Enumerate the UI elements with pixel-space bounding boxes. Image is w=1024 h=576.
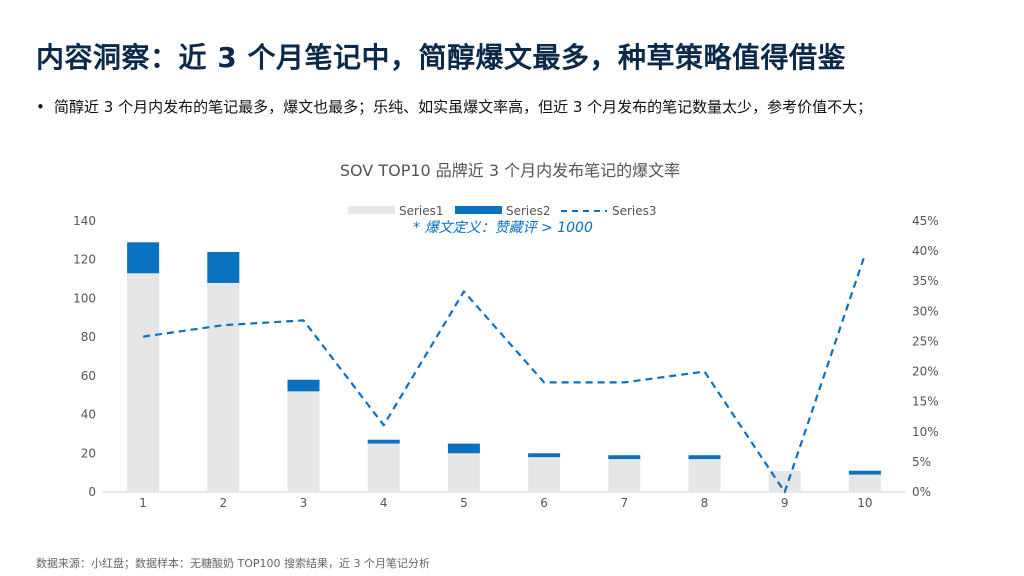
bar-series2 <box>127 242 160 274</box>
line-series3 <box>142 254 866 494</box>
data-source-footnote: 数据来源：小红盘；数据样本：无糖酸奶 TOP100 搜索结果，近 3 个月笔记分… <box>36 557 430 570</box>
bar-series1 <box>608 459 641 492</box>
x-tick-label: 1 <box>139 496 147 510</box>
y-left-tick-label: 120 <box>73 253 96 267</box>
bar-series2 <box>688 455 721 460</box>
y-right-tick-label: 20% <box>912 365 939 379</box>
x-tick-label: 4 <box>380 496 388 510</box>
y-right-tick-label: 25% <box>912 334 939 348</box>
chart-axes: 0 20 40 60 80 100 120 140 0% 5% 10% 15% 20% 25% 30% 35%… <box>73 214 939 510</box>
legend-label-series2: Series2 <box>506 204 551 218</box>
legend-label-series3: Series3 <box>612 204 657 218</box>
bar-series1 <box>688 459 721 492</box>
y-right-tick-label: 45% <box>912 214 939 228</box>
y-left-tick-label: 80 <box>81 330 96 344</box>
x-tick-label: 5 <box>460 496 468 510</box>
y-right-tick-label: 30% <box>912 304 939 318</box>
legend-swatch-series1 <box>348 206 395 214</box>
y-right-tick-label: 10% <box>912 425 939 439</box>
y-right-tick-label: 40% <box>912 244 939 258</box>
chart-title: SOV TOP10 品牌近 3 个月内发布笔记的爆文率 <box>340 161 680 180</box>
legend-swatch-series2 <box>455 206 502 214</box>
bar-series2 <box>528 453 561 458</box>
bar-series1 <box>848 474 881 492</box>
x-tick-label: 8 <box>701 496 709 510</box>
page-title: 内容洞察：近 3 个月笔记中，简醇爆文最多，种草策略值得借鉴 <box>36 41 846 74</box>
x-tick-label: 6 <box>540 496 548 510</box>
bar-series1 <box>207 282 240 492</box>
bar-series1 <box>127 273 160 492</box>
y-right-tick-label: 35% <box>912 274 939 288</box>
y-left-tick-label: 20 <box>81 446 96 460</box>
y-left-tick-label: 140 <box>73 214 96 228</box>
bar-series1 <box>367 443 400 492</box>
bar-series2 <box>207 251 240 283</box>
y-left-tick-label: 40 <box>81 408 96 422</box>
x-tick-label: 3 <box>300 496 308 510</box>
bullet-marker: • <box>36 98 45 116</box>
x-tick-label: 2 <box>219 496 227 510</box>
legend-label-series1: Series1 <box>399 204 444 218</box>
bar-series1 <box>528 457 561 492</box>
bar-series1 <box>447 453 480 492</box>
chart-legend: Series1 Series2 Series3 <box>348 204 657 218</box>
bar-series2 <box>608 455 641 460</box>
x-tick-label: 10 <box>857 496 872 510</box>
bar-series1 <box>287 391 320 492</box>
chart-line <box>142 254 866 494</box>
x-tick-label: 7 <box>620 496 628 510</box>
y-left-tick-label: 100 <box>73 291 96 305</box>
y-left-tick-label: 60 <box>81 369 96 383</box>
x-tick-label: 9 <box>781 496 789 510</box>
bar-series2 <box>848 470 881 475</box>
bar-series2 <box>367 439 400 444</box>
y-right-tick-label: 0% <box>912 485 931 499</box>
chart-bars <box>127 242 881 492</box>
bar-series2 <box>447 443 480 454</box>
bar-series1 <box>768 470 801 492</box>
y-right-tick-label: 5% <box>912 455 931 469</box>
chart-annotation: * 爆文定义：赞藏评 > 1000 <box>413 220 593 236</box>
y-right-tick-label: 15% <box>912 395 939 409</box>
bar-series2 <box>287 379 320 392</box>
y-left-tick-label: 0 <box>88 485 96 499</box>
bullet-point: • 简醇近 3 个月内发布的笔记最多，爆文也最多；乐纯、如实虽爆文率高，但近 3 … <box>36 96 872 117</box>
bullet-text: 简醇近 3 个月内发布的笔记最多，爆文也最多；乐纯、如实虽爆文率高，但近 3 个… <box>54 98 873 116</box>
